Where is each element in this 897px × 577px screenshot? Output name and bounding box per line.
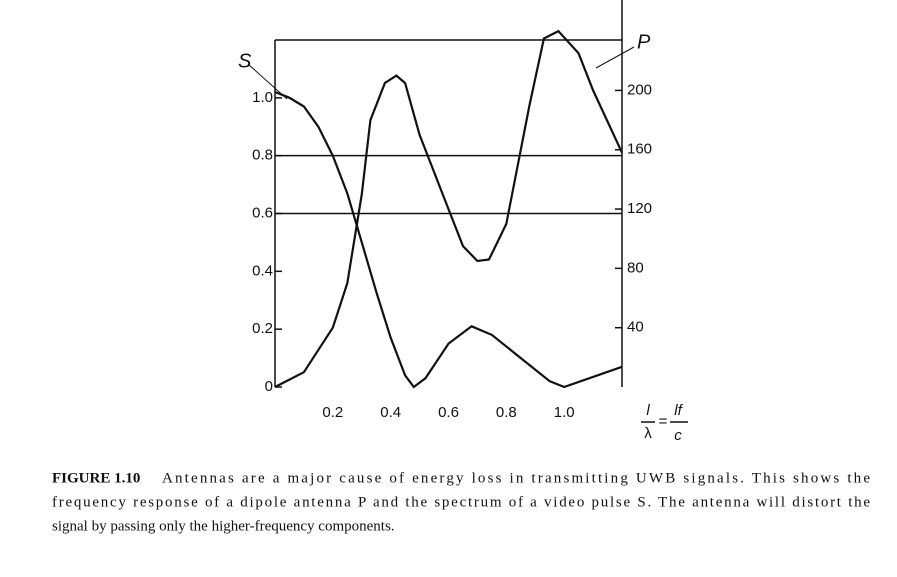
leader: [247, 63, 288, 100]
x-label: λ: [644, 425, 652, 442]
x-label: l: [646, 402, 650, 419]
caption-line: frequency response of a dipole antenna P…: [52, 494, 870, 510]
y-tick-label: 0.6: [252, 204, 273, 221]
x-tick-label: 0.4: [380, 404, 401, 421]
y2-tick-label: 200: [627, 81, 652, 98]
caption-label: FIGURE 1.10: [52, 470, 140, 486]
y-tick-label: 0: [265, 378, 273, 395]
x-tick-label: 0.2: [322, 404, 343, 421]
leader: [595, 46, 635, 69]
y2-tick-label: 40: [627, 319, 644, 336]
y-tick-label: 0.8: [252, 147, 273, 164]
caption-line: Antennas are a major cause of energy los…: [162, 470, 870, 486]
x-label: c: [674, 427, 682, 444]
caption-line: signal by passing only the higher-freque…: [52, 518, 395, 534]
y-tick-label: 0.2: [252, 320, 273, 337]
y-tick-label: 0.4: [252, 262, 273, 279]
x-label: lf: [674, 402, 683, 419]
y2-tick-label: 120: [627, 200, 652, 217]
x-tick-label: 0.6: [438, 404, 459, 421]
y2-tick-label: 80: [627, 259, 644, 276]
x-label: =: [659, 413, 668, 430]
series-line: [274, 90, 623, 389]
y-tick-label: 1.0: [252, 89, 273, 106]
y2-tick-label: 160: [627, 141, 652, 158]
series-line: [274, 29, 623, 388]
series-name: S: [238, 50, 252, 72]
x-tick-label: 0.8: [496, 404, 517, 421]
x-tick-label: 1.0: [554, 404, 575, 421]
series-name: P: [637, 31, 651, 53]
